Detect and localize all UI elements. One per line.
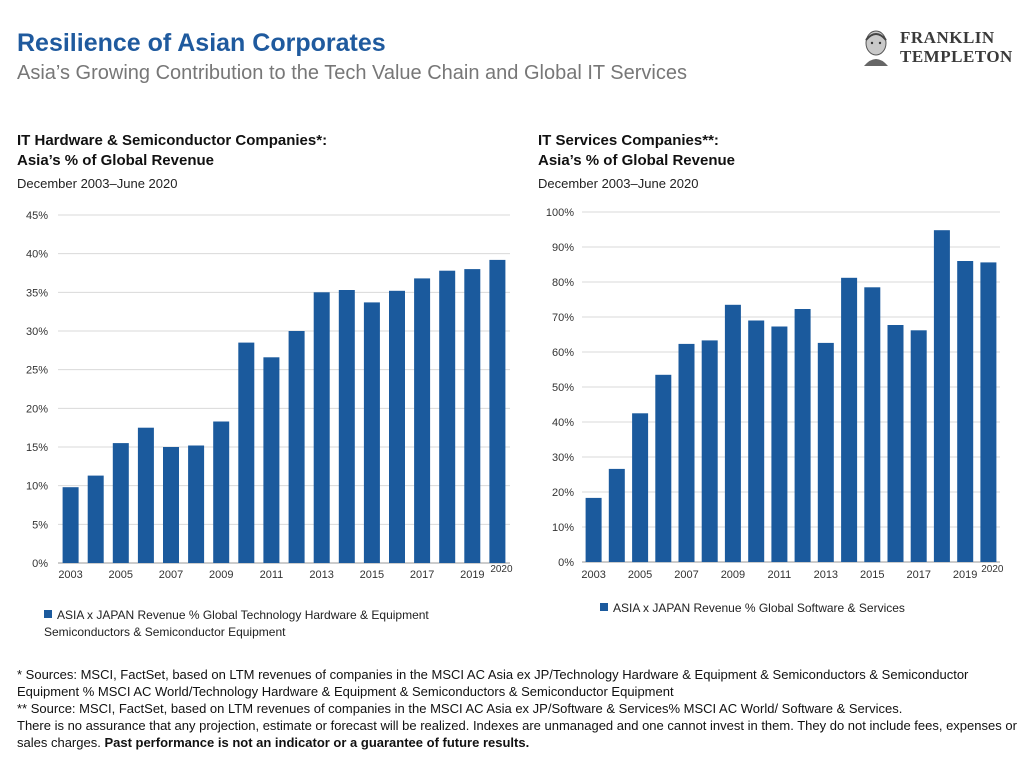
left-bar-2010 xyxy=(238,342,255,563)
left-x-tick-label: 2007 xyxy=(159,569,183,581)
left-y-tick-label: 0% xyxy=(32,558,48,570)
logo-line1: FRANKLIN xyxy=(900,28,995,47)
right-chart-title-line2: Asia’s % of Global Revenue xyxy=(538,152,735,169)
left-y-tick-label: 15% xyxy=(26,442,48,454)
left-chart-legend: ASIA x JAPAN Revenue % Global Technology… xyxy=(44,607,474,641)
disclaimer-text: There is no assurance that any projectio… xyxy=(17,718,1017,750)
left-x-tick-label: 2015 xyxy=(360,569,384,581)
page-title: Resilience of Asian Corporates xyxy=(17,29,386,57)
left-y-tick-label: 5% xyxy=(32,519,48,531)
left-bar-2019 xyxy=(464,269,481,563)
right-chart-subtitle: December 2003–June 2020 xyxy=(538,176,699,191)
left-bar-2013 xyxy=(313,292,330,563)
disclaimer-bold: Past performance is not an indicator or … xyxy=(104,735,530,750)
left-x-tick-label: 2003 xyxy=(58,569,82,581)
logo-text: FRANKLIN TEMPLETON xyxy=(900,28,1013,66)
left-y-tick-label: 10% xyxy=(26,481,48,493)
franklin-templeton-logo: FRANKLIN TEMPLETON xyxy=(856,26,1016,68)
left-x-tick-label: 2009 xyxy=(209,569,233,581)
right-chart-legend: ASIA x JAPAN Revenue % Global Software &… xyxy=(600,600,1000,617)
left-bar-2016 xyxy=(389,290,405,563)
left-bar-2007 xyxy=(163,447,179,563)
left-x-tick-label: 2017 xyxy=(410,569,434,581)
footnotes: * Sources: MSCI, FactSet, based on LTM r… xyxy=(17,666,1017,751)
left-bar-2006 xyxy=(137,427,154,563)
left-bar-2018 xyxy=(439,270,456,563)
left-chart-title-line2: Asia’s % of Global Revenue xyxy=(17,152,214,169)
left-x-tick-label: 2011 xyxy=(260,569,284,581)
logo-line2: TEMPLETON xyxy=(900,47,1013,66)
left-bar-2015 xyxy=(363,302,380,563)
left-bar-2003 xyxy=(62,487,79,563)
left-y-tick-label: 45% xyxy=(26,210,48,222)
left-legend-label: ASIA x JAPAN Revenue % Global Technology… xyxy=(44,608,429,639)
left-x-tick-label: 2019 xyxy=(460,569,484,581)
left-bar-2009 xyxy=(213,421,230,563)
left-bar-2017 xyxy=(414,278,431,563)
franklin-portrait-icon xyxy=(856,26,896,66)
legend-swatch xyxy=(44,610,52,618)
left-bar-2014 xyxy=(338,290,355,563)
right-chart-title-line1: IT Services Companies**: xyxy=(538,132,719,149)
left-y-tick-label: 20% xyxy=(26,403,48,415)
left-y-tick-label: 40% xyxy=(26,249,48,261)
left-y-tick-label: 35% xyxy=(26,287,48,299)
left-bar-2005 xyxy=(112,443,129,563)
left-chart-title-line1: IT Hardware & Semiconductor Companies*: xyxy=(17,132,328,149)
left-x-tick-label: 2020 xyxy=(490,564,513,575)
footnote-2: ** Source: MSCI, FactSet, based on LTM r… xyxy=(17,701,903,716)
left-y-tick-label: 25% xyxy=(26,365,48,377)
left-bar-2011 xyxy=(263,357,280,563)
right-legend-label: ASIA x JAPAN Revenue % Global Software &… xyxy=(613,601,905,615)
left-bar-2012 xyxy=(288,331,305,563)
left-y-tick-label: 30% xyxy=(26,326,48,338)
left-bar-2004 xyxy=(87,475,104,563)
page-subtitle: Asia’s Growing Contribution to the Tech … xyxy=(17,62,687,84)
left-x-tick-label: 2005 xyxy=(109,569,133,581)
left-bar-2008 xyxy=(188,445,205,563)
footnote-1: * Sources: MSCI, FactSet, based on LTM r… xyxy=(17,667,969,699)
left-chart-subtitle: December 2003–June 2020 xyxy=(17,176,178,191)
right-chart-title: IT Services Companies**: Asia’s % of Glo… xyxy=(538,131,735,171)
left-x-tick-label: 2013 xyxy=(309,569,333,581)
legend-swatch xyxy=(600,603,608,611)
footnote-3: There is no assurance that any projectio… xyxy=(17,717,1017,751)
left-chart-title: IT Hardware & Semiconductor Companies*: … xyxy=(17,131,327,171)
left-bar-2020 xyxy=(489,259,506,563)
